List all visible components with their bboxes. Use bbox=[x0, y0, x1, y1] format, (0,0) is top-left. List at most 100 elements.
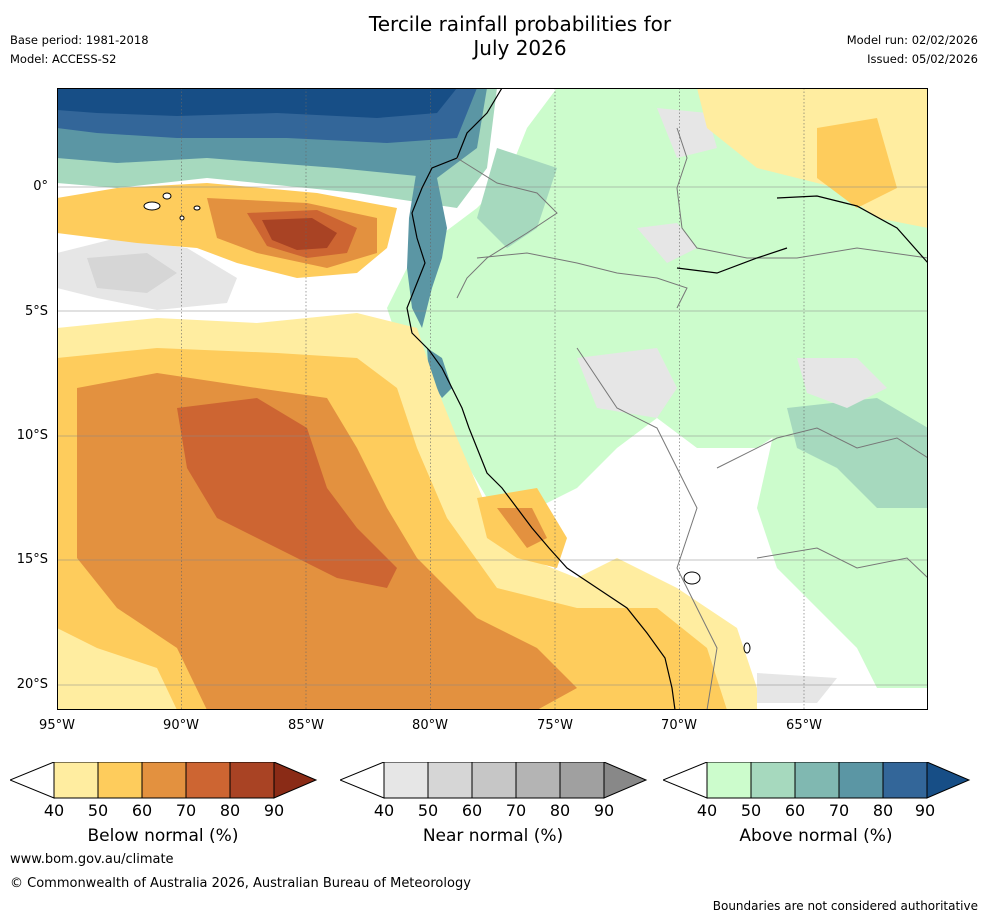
lakes bbox=[683, 571, 751, 654]
legend-above-tick-90: 90 bbox=[914, 801, 936, 820]
lat-label-0: 0° bbox=[33, 179, 48, 194]
legend-swatch bbox=[882, 761, 928, 799]
legend-below-tick-50: 50 bbox=[87, 801, 109, 820]
legend-swatch bbox=[559, 761, 605, 799]
model-run: Model run: 02/02/2026 bbox=[846, 33, 978, 47]
title-line-1: Tercile rainfall probabilities for bbox=[368, 12, 672, 36]
base-period: Base period: 1981-2018 bbox=[10, 33, 149, 47]
graticule bbox=[181, 88, 805, 710]
legend-near-normal bbox=[338, 761, 650, 802]
island bbox=[193, 205, 201, 211]
parallels bbox=[57, 186, 928, 686]
above-normal-area bbox=[57, 88, 457, 118]
legend-near-tick-40: 40 bbox=[373, 801, 395, 820]
title-line-2: July 2026 bbox=[473, 36, 567, 60]
country-border bbox=[716, 427, 928, 469]
island bbox=[162, 192, 172, 200]
legend-swatch bbox=[53, 761, 99, 799]
legend-below-normal bbox=[8, 761, 320, 802]
lake-titicaca bbox=[683, 571, 701, 585]
country-border bbox=[576, 347, 718, 710]
footer-url[interactable]: www.bom.gov.au/climate bbox=[10, 852, 174, 867]
near-normal-areas bbox=[57, 108, 887, 703]
legend-swatch bbox=[97, 761, 143, 799]
coastline bbox=[406, 88, 676, 710]
country-border bbox=[456, 157, 558, 299]
legend-swatch bbox=[229, 761, 275, 799]
legend-below-normal-bar bbox=[8, 761, 318, 799]
country-borders bbox=[456, 127, 928, 710]
lat-label-10s: 10°S bbox=[16, 428, 48, 443]
legend-near-tick-50: 50 bbox=[417, 801, 439, 820]
footer-disclaimer: Boundaries are not considered authoritat… bbox=[712, 899, 978, 913]
legend-swatch bbox=[706, 761, 752, 799]
below-normal-areas bbox=[57, 88, 928, 710]
legend-near-tick-60: 60 bbox=[461, 801, 483, 820]
above-normal-areas bbox=[57, 88, 928, 688]
legend-swatch bbox=[838, 761, 884, 799]
legend-swatch bbox=[427, 761, 473, 799]
legend-above-tick-70: 70 bbox=[828, 801, 850, 820]
near-normal-area bbox=[757, 673, 837, 703]
country-border bbox=[476, 252, 688, 309]
island bbox=[179, 215, 185, 221]
near-normal-area bbox=[797, 358, 887, 408]
legend-swatch bbox=[794, 761, 840, 799]
legend-above-tick-60: 60 bbox=[784, 801, 806, 820]
map-title: Tercile rainfall probabilities for July … bbox=[320, 12, 720, 60]
lon-label-90w: 90°W bbox=[163, 718, 199, 733]
issued-date: Issued: 05/02/2026 bbox=[867, 52, 978, 66]
legend-swatch bbox=[185, 761, 231, 799]
legend-near-tick-80: 80 bbox=[549, 801, 571, 820]
meta-right: Model run: 02/02/2026 Issued: 05/02/2026 bbox=[847, 31, 978, 69]
model-name: Model: ACCESS-S2 bbox=[10, 52, 117, 66]
legend-swatch bbox=[515, 761, 561, 799]
near-normal-area bbox=[657, 108, 717, 158]
legend-below-title: Below normal (%) bbox=[87, 826, 239, 846]
probability-map bbox=[57, 88, 928, 710]
above-normal-area bbox=[787, 398, 928, 508]
footer-copyright: © Commonwealth of Australia 2026, Austra… bbox=[10, 876, 471, 891]
country-border bbox=[676, 127, 928, 259]
legend-near-title: Near normal (%) bbox=[422, 826, 564, 846]
lon-label-80w: 80°W bbox=[412, 718, 448, 733]
amazon-river bbox=[676, 195, 928, 274]
legend-swatch bbox=[750, 761, 796, 799]
above-normal-area bbox=[477, 148, 557, 248]
lon-label-70w: 70°W bbox=[661, 718, 697, 733]
legend-above-normal bbox=[661, 761, 973, 802]
country-border bbox=[756, 547, 928, 579]
map-frame bbox=[57, 88, 928, 710]
island bbox=[143, 201, 161, 211]
legend-near-tick-90: 90 bbox=[593, 801, 615, 820]
legend-swatch bbox=[926, 761, 971, 799]
lon-label-85w: 85°W bbox=[288, 718, 324, 733]
galapagos-islands bbox=[143, 192, 201, 221]
above-normal-area bbox=[427, 348, 452, 398]
legend-below-tick-60: 60 bbox=[131, 801, 153, 820]
lon-label-65w: 65°W bbox=[786, 718, 822, 733]
legend-below-tick-70: 70 bbox=[175, 801, 197, 820]
legend-swatch bbox=[141, 761, 187, 799]
legend-below-tick-40: 40 bbox=[43, 801, 65, 820]
legend-below-tick-90: 90 bbox=[263, 801, 285, 820]
legend-above-title: Above normal (%) bbox=[739, 826, 893, 846]
map-svg bbox=[57, 88, 928, 710]
meta-left: Base period: 1981-2018 Model: ACCESS-S2 bbox=[10, 31, 149, 69]
near-normal-area bbox=[577, 348, 677, 418]
legend-near-normal-bar bbox=[338, 761, 648, 799]
legend-above-tick-50: 50 bbox=[740, 801, 762, 820]
lat-label-15s: 15°S bbox=[16, 552, 48, 567]
lon-label-75w: 75°W bbox=[537, 718, 573, 733]
legend-swatch bbox=[273, 761, 318, 799]
legend-below-tick-80: 80 bbox=[219, 801, 241, 820]
lon-label-95w: 95°W bbox=[39, 718, 75, 733]
lake bbox=[743, 642, 751, 654]
above-normal-area bbox=[407, 168, 447, 328]
below-normal-area bbox=[497, 508, 547, 548]
legend-swatch bbox=[471, 761, 517, 799]
below-normal-area bbox=[177, 398, 397, 588]
lat-label-5s: 5°S bbox=[24, 304, 48, 319]
legend-above-normal-bar bbox=[661, 761, 971, 799]
legend-swatch bbox=[603, 761, 648, 799]
